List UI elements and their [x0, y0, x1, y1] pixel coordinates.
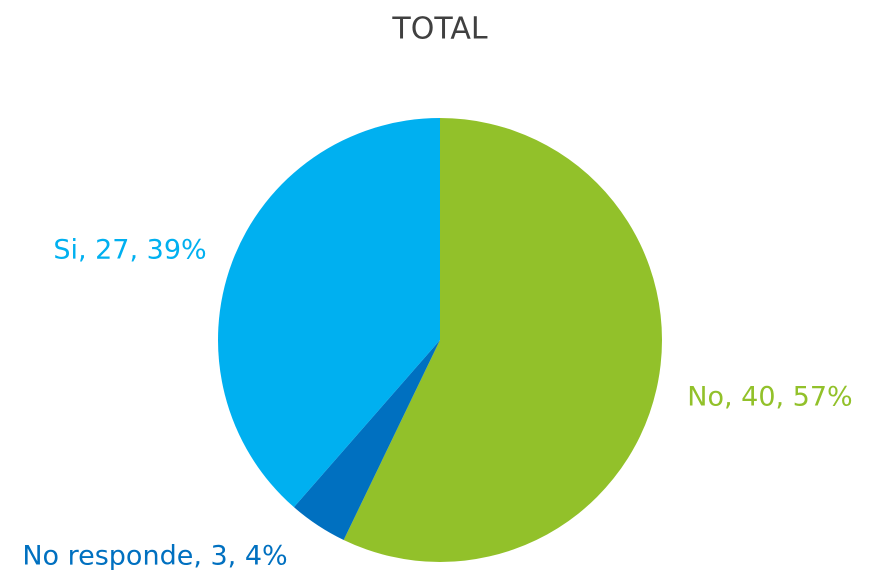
chart-title: TOTAL: [391, 12, 487, 47]
pie-slice: [217, 118, 440, 508]
data-label: No responde, 3, 4%: [22, 541, 287, 572]
pie-slice: [343, 118, 663, 562]
pie-slice: [293, 340, 440, 541]
data-label: Si, 27, 39%: [53, 235, 206, 266]
data-label: No, 40, 57%: [687, 382, 852, 413]
